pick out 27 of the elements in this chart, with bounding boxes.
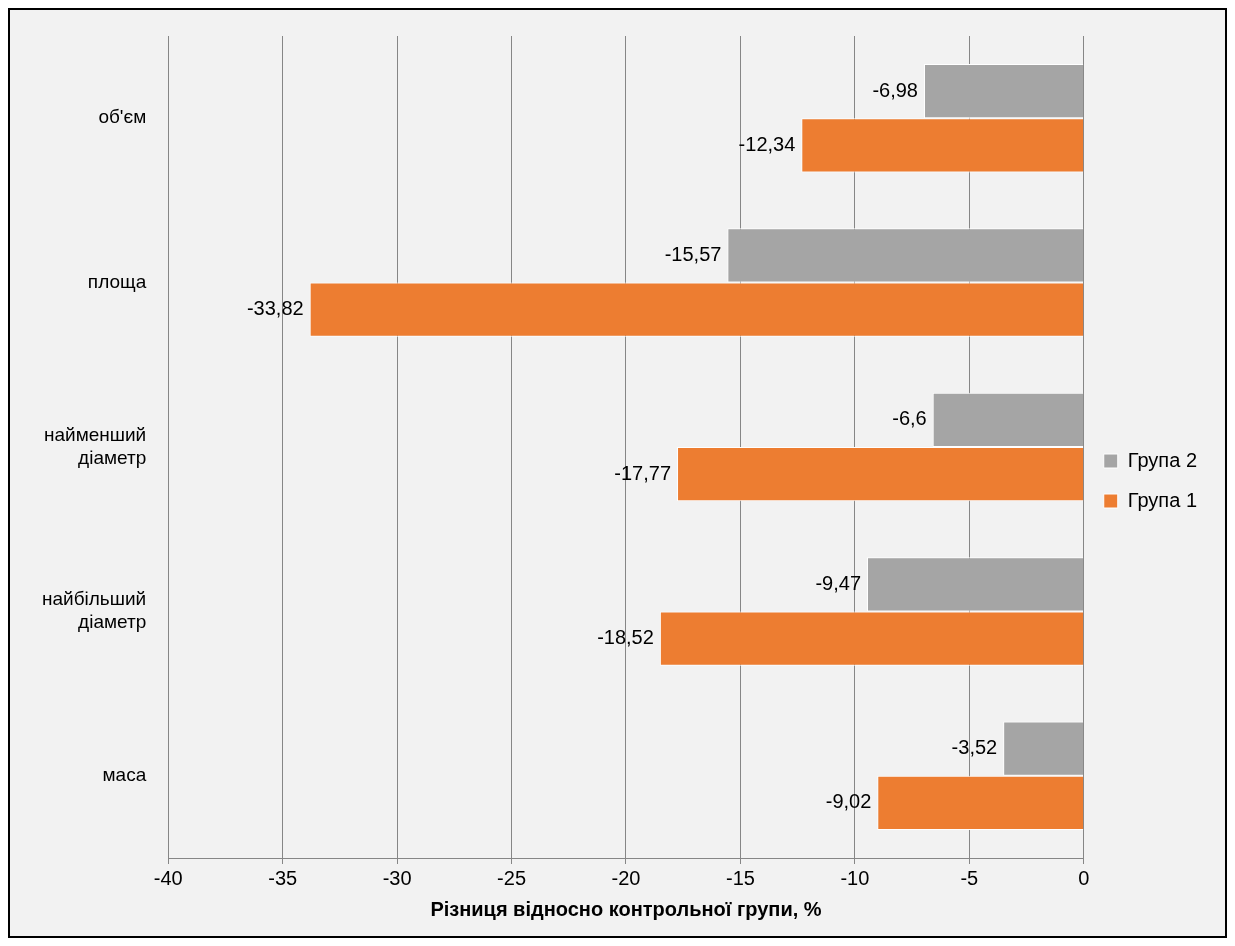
- x-tick-label: -10: [840, 866, 870, 889]
- x-tick-label: -20: [611, 866, 641, 889]
- data-label: -33,82: [246, 297, 304, 320]
- data-label: -6,98: [872, 78, 918, 101]
- x-tick-label: -40: [153, 866, 183, 889]
- data-label: -17,77: [614, 461, 672, 484]
- x-tick-label: -30: [382, 866, 412, 889]
- data-label: -15,57: [664, 242, 722, 265]
- x-tick-label: -5: [960, 866, 979, 889]
- data-label: -9,02: [825, 790, 872, 813]
- x-tick-label: -35: [268, 866, 298, 889]
- data-label: -12,34: [738, 132, 796, 155]
- y-tick-label: площа: [87, 270, 147, 292]
- y-tick-label: маса: [102, 764, 147, 786]
- y-tick-label: об'єм: [98, 106, 147, 128]
- x-tick-label: -25: [497, 866, 527, 889]
- y-tick-label: найбільший діаметр: [42, 588, 147, 633]
- data-label: -9,47: [815, 571, 862, 594]
- data-label: -6,6: [892, 407, 927, 430]
- y-tick-label: найменший діаметр: [43, 423, 147, 468]
- x-tick-label: 0: [1078, 866, 1090, 889]
- legend-label: Група 2: [1127, 448, 1198, 471]
- legend-label: Група 1: [1127, 488, 1198, 511]
- data-label: -3,52: [951, 736, 998, 759]
- x-tick-label: -15: [725, 866, 755, 889]
- x-axis-title: Різниця відносно контрольної групи, %: [430, 897, 822, 920]
- data-label: -18,52: [597, 626, 654, 649]
